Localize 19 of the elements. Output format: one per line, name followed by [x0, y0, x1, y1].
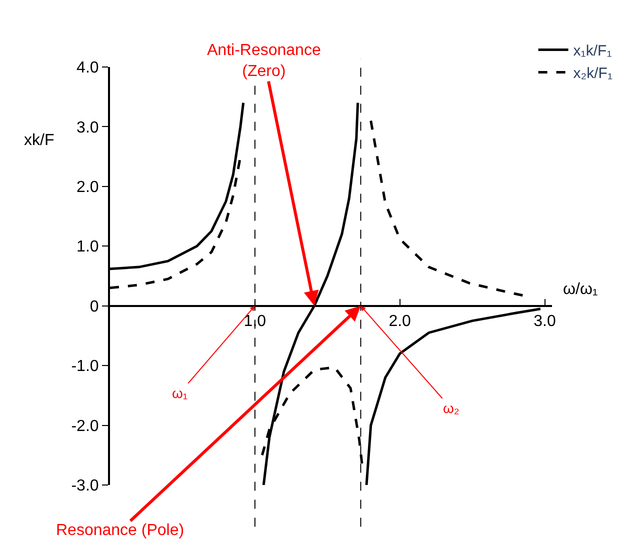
annotation: ω₂ [443, 400, 460, 416]
annotation: Resonance (Pole) [56, 522, 184, 539]
y-tick-label: 2.0 [76, 179, 99, 196]
y-tick-label: 0 [90, 298, 99, 316]
y-tick-label: 4.0 [76, 60, 99, 77]
y-tick-label: -2.0 [71, 418, 99, 435]
y-axis-title: xk/F [24, 132, 54, 149]
y-tick-label: 1.0 [76, 238, 99, 256]
y-tick-label: 3.0 [76, 119, 99, 136]
legend-label: x₁k/F₁ [573, 42, 612, 60]
x-tick-label: 3.0 [534, 313, 556, 330]
y-tick-label: -3.0 [71, 478, 99, 495]
annotation: Anti-Resonance (Zero) [207, 42, 321, 80]
legend-label: x₂k/F₁ [573, 65, 613, 82]
x-tick-label: 2.0 [388, 313, 412, 330]
x-tick-label: 1.0 [244, 313, 266, 330]
x-axis-title: ω/ω₁ [563, 281, 598, 298]
y-tick-label: -1.0 [71, 358, 99, 376]
annotation: ω₁ [172, 385, 188, 401]
